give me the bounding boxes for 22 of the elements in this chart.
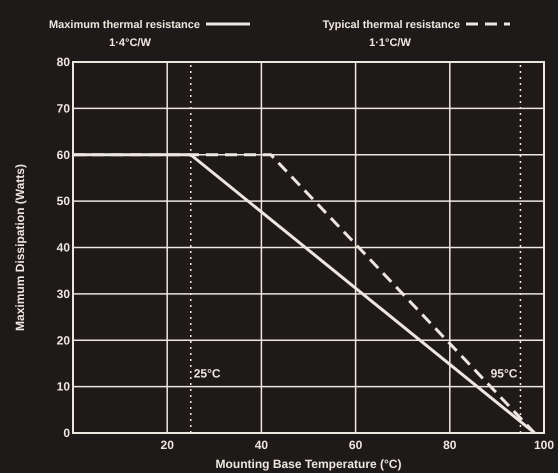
x-tick-label: 100 — [534, 438, 554, 452]
x-tick-label: 40 — [254, 438, 268, 452]
y-axis-title: Maximum Dissipation (Watts) — [13, 164, 27, 331]
y-tick-label: 70 — [56, 101, 70, 116]
legend-label: Typical thermal resistance — [322, 19, 460, 31]
y-tick-label: 0 — [63, 426, 70, 440]
y-tick-label: 20 — [56, 333, 70, 348]
y-tick-label: 80 — [56, 55, 70, 69]
y-tick-label: 10 — [56, 380, 70, 394]
ref-line-label: 25°C — [194, 366, 221, 380]
x-tick-label: 60 — [348, 438, 363, 452]
x-tick-label: 80 — [443, 438, 457, 452]
y-tick-label: 40 — [56, 240, 70, 254]
x-axis-title: Mounting Base Temperature (°C) — [216, 457, 402, 471]
text: 1·1°C/W — [369, 37, 412, 49]
ref-line-label: 95°C — [490, 366, 518, 380]
y-tick-label: 30 — [56, 286, 70, 301]
x-tick-label: 20 — [160, 438, 174, 452]
y-tick-label: 50 — [56, 194, 70, 208]
text: 1·4°C/W — [109, 37, 152, 49]
legend-label: Maximum thermal resistance — [48, 19, 200, 31]
y-tick-label: 60 — [56, 148, 70, 162]
